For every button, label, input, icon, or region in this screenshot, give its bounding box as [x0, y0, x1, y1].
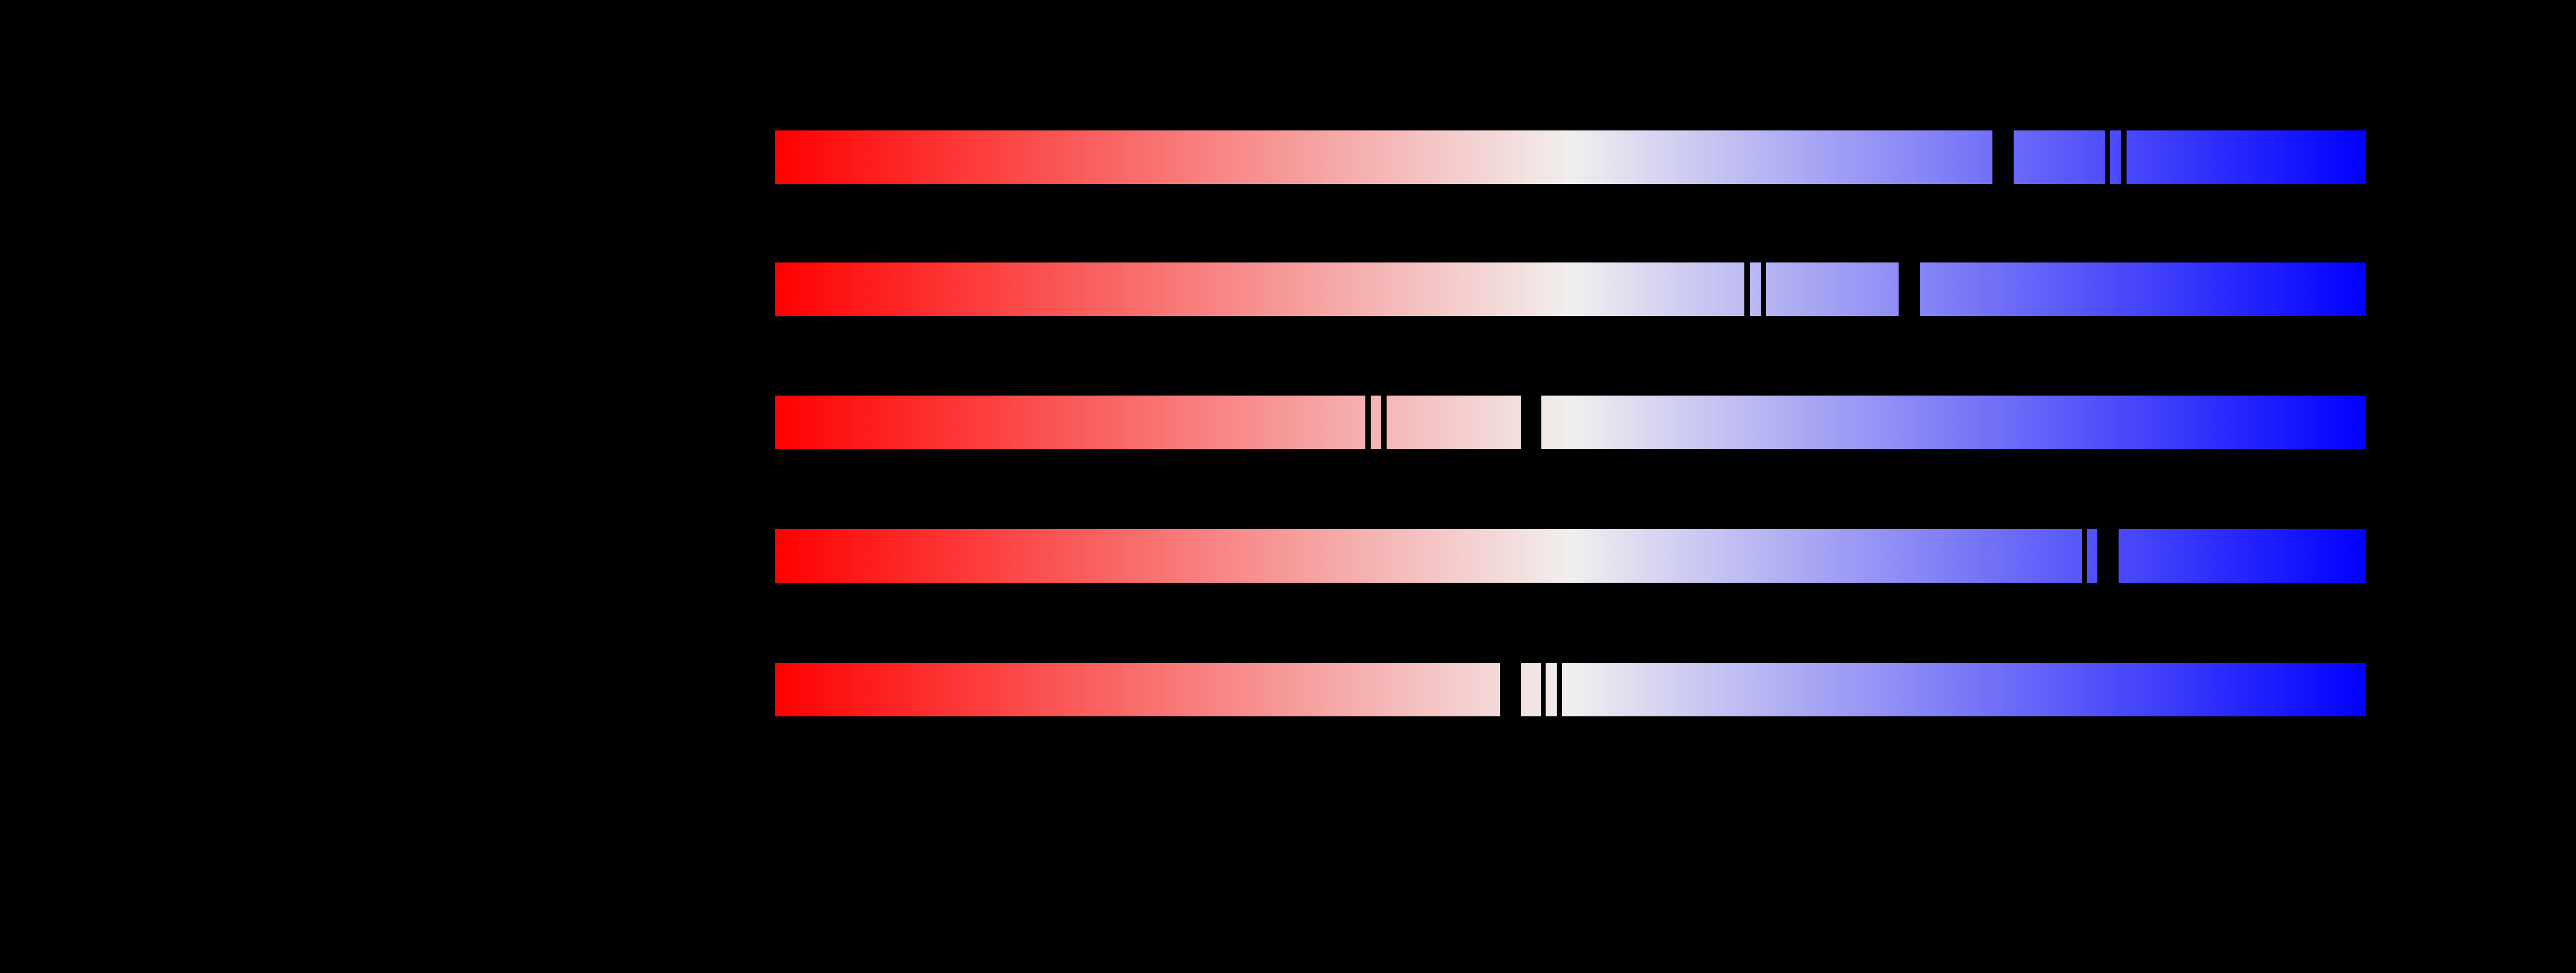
thin-tick-marker	[1744, 262, 1750, 316]
gradient-bar-2	[775, 262, 2366, 316]
gradient-bar-3	[775, 396, 2366, 449]
thin-tick-marker	[1381, 396, 1387, 449]
thin-tick-marker	[1557, 663, 1562, 716]
thick-tick-marker	[1521, 396, 1541, 449]
thick-tick-marker	[1992, 130, 2014, 184]
thin-tick-marker	[2082, 529, 2087, 583]
thick-tick-marker	[2097, 529, 2119, 583]
gradient-bar-5	[775, 663, 2366, 716]
gradient-bar-4	[775, 529, 2366, 583]
gradient-bar-1	[775, 130, 2366, 184]
thin-tick-marker	[2121, 130, 2127, 184]
thin-tick-marker	[2105, 130, 2110, 184]
thin-tick-marker	[1365, 396, 1371, 449]
thick-tick-marker	[1500, 663, 1521, 716]
thick-tick-marker	[1899, 262, 1920, 316]
thin-tick-marker	[1541, 663, 1546, 716]
thin-tick-marker	[1761, 262, 1766, 316]
